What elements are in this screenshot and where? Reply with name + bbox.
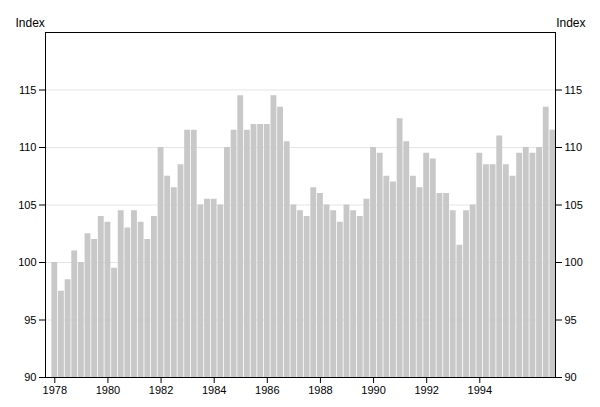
svg-text:100: 100 bbox=[18, 256, 36, 268]
svg-text:110: 110 bbox=[19, 141, 37, 153]
svg-text:115: 115 bbox=[565, 84, 583, 96]
svg-text:105: 105 bbox=[565, 199, 583, 211]
svg-text:95: 95 bbox=[24, 314, 36, 326]
svg-text:90: 90 bbox=[24, 371, 36, 383]
svg-text:1982: 1982 bbox=[149, 384, 173, 396]
svg-text:1984: 1984 bbox=[202, 384, 226, 396]
svg-text:1994: 1994 bbox=[468, 384, 492, 396]
svg-text:1988: 1988 bbox=[308, 384, 332, 396]
svg-text:1980: 1980 bbox=[96, 384, 120, 396]
svg-text:115: 115 bbox=[19, 84, 37, 96]
svg-text:1992: 1992 bbox=[414, 384, 438, 396]
svg-text:Index: Index bbox=[556, 16, 585, 30]
svg-text:90: 90 bbox=[565, 371, 577, 383]
svg-text:1986: 1986 bbox=[255, 384, 279, 396]
svg-text:110: 110 bbox=[565, 141, 583, 153]
svg-text:105: 105 bbox=[18, 199, 36, 211]
svg-text:Index: Index bbox=[16, 16, 45, 30]
svg-text:95: 95 bbox=[565, 314, 577, 326]
svg-text:1978: 1978 bbox=[43, 384, 67, 396]
svg-text:100: 100 bbox=[565, 256, 583, 268]
svg-text:1990: 1990 bbox=[361, 384, 385, 396]
